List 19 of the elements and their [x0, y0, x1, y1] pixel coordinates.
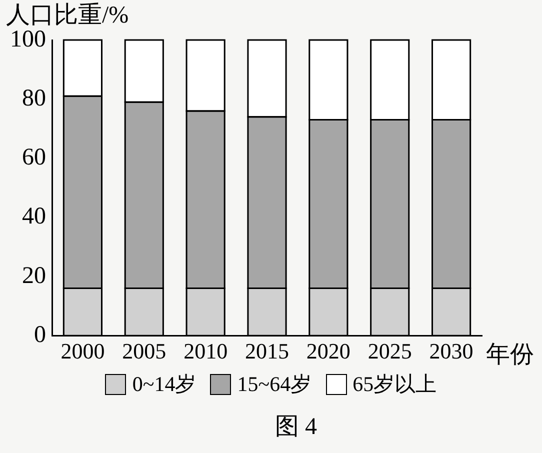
y-tick-label: 60 [22, 144, 46, 171]
legend-label: 65岁以上 [352, 371, 437, 398]
y-tick-label: 100 [10, 26, 46, 52]
legend-label: 0~14岁 [132, 371, 196, 398]
x-tick-label: 2000 [60, 338, 105, 364]
y-tick-label: 20 [22, 262, 46, 289]
x-tick-label: 2030 [429, 338, 474, 364]
legend-label: 15~64岁 [237, 371, 312, 398]
y-tick-label: 40 [22, 204, 46, 230]
x-tick-label: 2015 [245, 338, 289, 364]
x-axis-title: 年份 [486, 342, 534, 368]
caption: 图 4 [274, 413, 318, 442]
y-axis-title: 人口比重/% [6, 2, 129, 28]
x-tick-label: 2010 [184, 338, 228, 364]
y-tick-label: 0 [34, 322, 46, 348]
x-tick-label: 2025 [368, 338, 412, 364]
x-tick-label: 2020 [306, 338, 350, 364]
x-tick-label: 2005 [122, 338, 166, 364]
y-tick-label: 80 [22, 85, 46, 112]
